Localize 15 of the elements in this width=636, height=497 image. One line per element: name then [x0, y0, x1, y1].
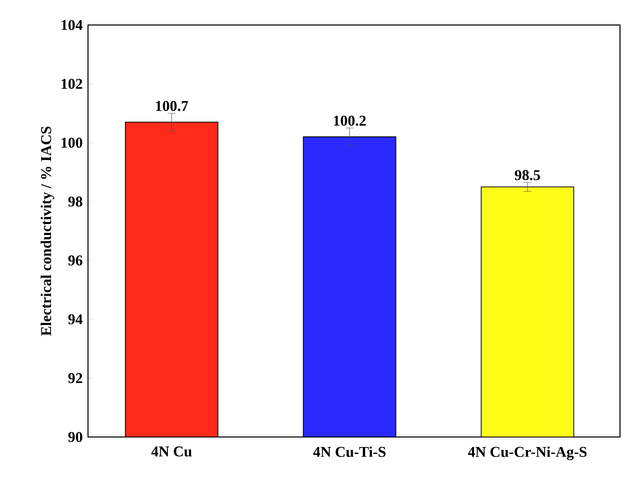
y-tick-label: 92: [68, 373, 82, 384]
data-label: 98.5: [514, 170, 540, 180]
y-tick-label: 96: [68, 255, 82, 266]
y-tick-label: 100: [62, 138, 82, 148]
y-tick-label: 94: [68, 314, 83, 324]
y-tick-label: 104: [62, 20, 83, 30]
data-label: 100.2: [334, 116, 366, 126]
x-tick-label: 4N Cu-Ti-S: [313, 446, 386, 457]
x-tick-label: 4N Cu-Cr-Ni-Ag-S: [468, 446, 587, 460]
y-tick-label: 98: [68, 196, 82, 207]
data-label: 100.7: [156, 100, 188, 112]
y-axis-title: Electrical conductivity / % IACS: [40, 126, 54, 336]
x-tick-label: 4N Cu: [151, 446, 192, 457]
y-tick-label: 90: [68, 432, 82, 442]
y-tick-label: 102: [62, 78, 82, 89]
